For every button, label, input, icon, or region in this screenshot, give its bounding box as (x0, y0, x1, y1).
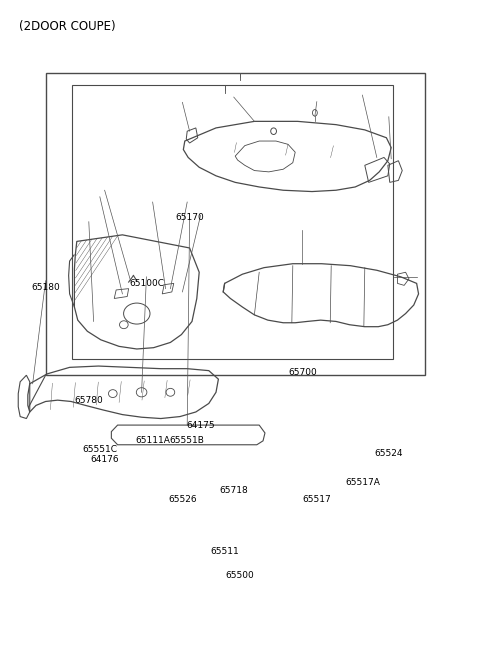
Text: 65526: 65526 (168, 495, 197, 504)
Text: 65517: 65517 (302, 495, 331, 504)
Text: 65100C: 65100C (129, 279, 164, 288)
Text: 65524: 65524 (374, 449, 403, 459)
Text: 65500: 65500 (226, 571, 254, 581)
Text: 64175: 64175 (186, 420, 215, 430)
Text: 65780: 65780 (74, 396, 103, 405)
Text: 65180: 65180 (31, 283, 60, 292)
Text: 65170: 65170 (175, 213, 204, 222)
Text: (2DOOR COUPE): (2DOOR COUPE) (19, 20, 116, 33)
Text: 65551B: 65551B (170, 436, 204, 445)
Text: 65551C: 65551C (83, 445, 117, 454)
Text: 65700: 65700 (288, 368, 317, 377)
Text: 65511: 65511 (210, 546, 239, 556)
Text: 64176: 64176 (90, 455, 119, 464)
Text: 65517A: 65517A (345, 478, 380, 487)
Text: 65718: 65718 (219, 486, 248, 495)
Text: 65111A: 65111A (135, 436, 170, 445)
